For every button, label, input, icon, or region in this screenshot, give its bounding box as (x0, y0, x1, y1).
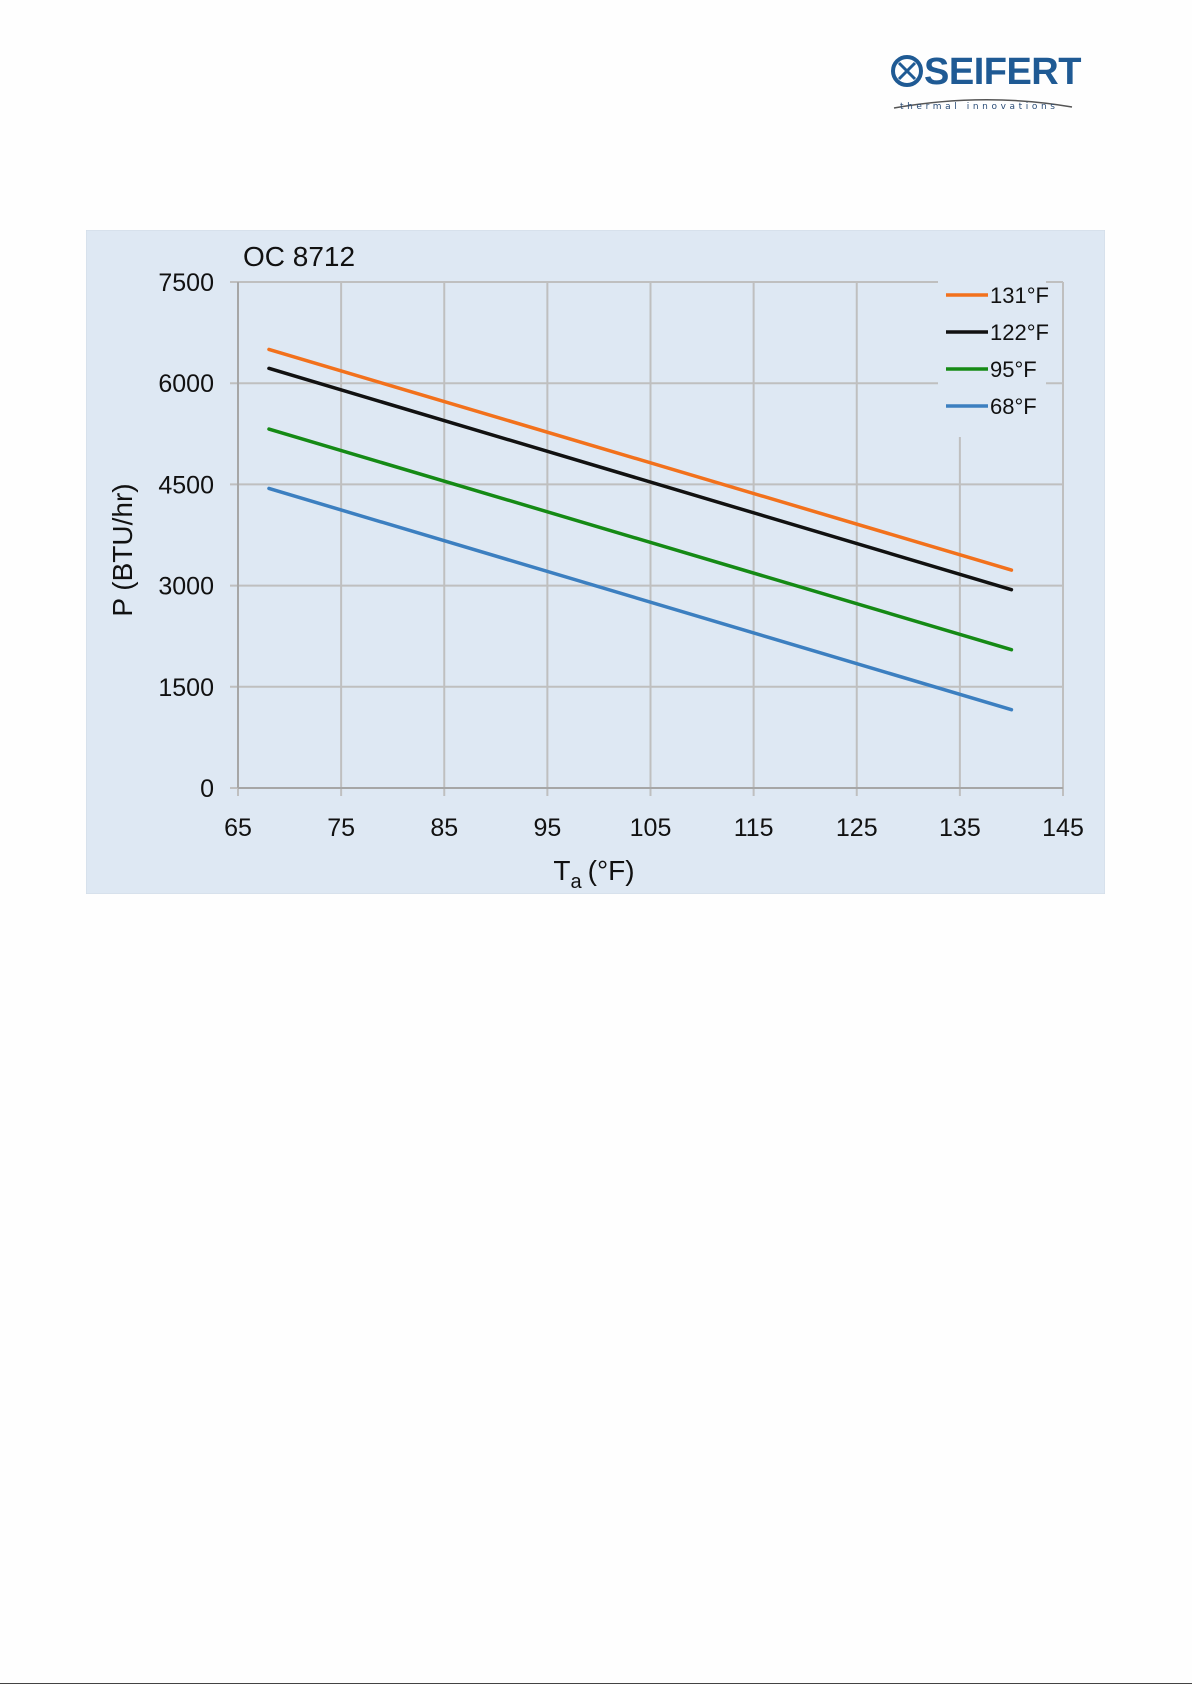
legend: 131°F 122°F 95°F 68°F (938, 279, 1049, 437)
x-tick-label: 115 (734, 814, 774, 842)
y-tick-label: 4500 (158, 471, 214, 499)
y-tick-label: 0 (200, 775, 214, 803)
x-axis-label-main: T (553, 855, 570, 886)
plot-background (86, 230, 1105, 894)
y-axis-label: P (BTU/hr) (107, 483, 138, 616)
series-line-4 (267, 486, 1014, 712)
x-tick-label: 105 (630, 814, 672, 842)
x-axis-label-unit: (°F) (588, 855, 635, 886)
brand-name: SEIFERT (924, 51, 1081, 93)
x-tick-label: 65 (224, 814, 252, 842)
legend-label-4: 68°F (990, 394, 1037, 419)
line-chart: 65 75 85 95 105 115 125 135 145 0 1500 3000 4500 6000… (86, 230, 1105, 894)
fan-logo-icon (891, 55, 1073, 109)
legend-label-2: 122°F (990, 320, 1049, 345)
footer-divider (0, 1683, 1192, 1684)
x-tick-label: 95 (533, 814, 561, 842)
x-axis-label: Ta (°F) (553, 855, 634, 893)
brand-tagline: thermal innovations (900, 102, 1059, 112)
series-line-1 (267, 347, 1014, 572)
axes (237, 282, 1063, 789)
series-line-2 (267, 366, 1014, 592)
x-tick-label: 125 (836, 814, 878, 842)
series-line-3 (267, 427, 1014, 652)
x-tick-label: 145 (1042, 814, 1084, 842)
x-tick-label: 135 (939, 814, 981, 842)
x-tick-label: 85 (430, 814, 458, 842)
seifert-logo: SEIFERT thermal innovations (890, 52, 1081, 116)
x-tick-label: 75 (327, 814, 355, 842)
series-lines (267, 347, 1014, 712)
y-tick-label: 3000 (158, 573, 214, 601)
chart-area: 65 75 85 95 105 115 125 135 145 0 1500 3000 4500 6000… (86, 230, 1105, 894)
y-tick-label: 6000 (158, 370, 214, 398)
tick-labels: 65 75 85 95 105 115 125 135 145 0 1500 3000 4500 6000… (158, 269, 1083, 842)
legend-label-3: 95°F (990, 357, 1037, 382)
chart-title: OC 8712 (243, 241, 355, 272)
legend-label-1: 131°F (990, 283, 1049, 308)
legend-background (938, 279, 1046, 437)
x-axis-label-sub: a (571, 871, 583, 893)
y-tick-label: 1500 (158, 674, 214, 702)
y-tick-label: 7500 (158, 269, 214, 297)
